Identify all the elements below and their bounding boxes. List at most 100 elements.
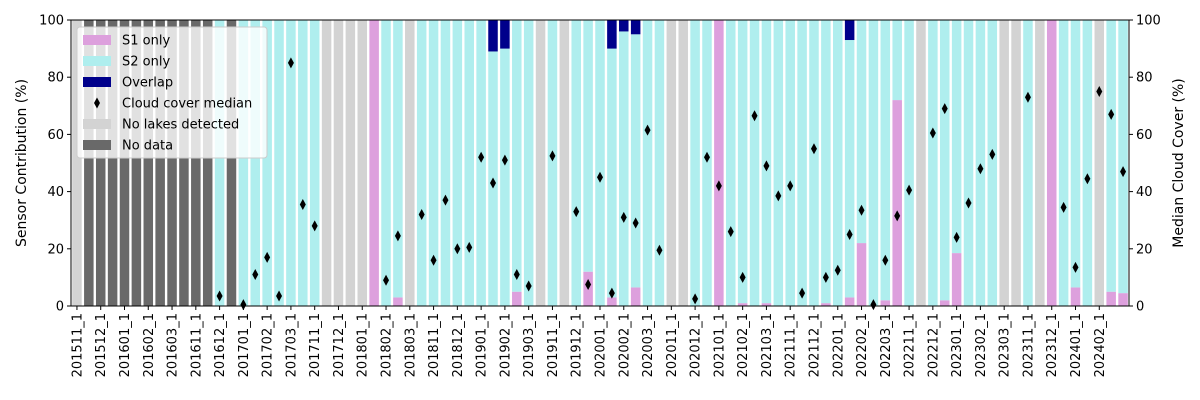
bar-s2 — [1118, 20, 1128, 294]
bar-s2 — [821, 20, 831, 304]
right-y-axis-label: Median Cloud Cover (%) — [1171, 78, 1187, 247]
x-tick-label: 202212_1 — [926, 313, 941, 377]
cloud-marker — [882, 254, 889, 266]
bar-no-lakes — [559, 20, 570, 306]
bar-s2 — [975, 20, 986, 306]
bar-overlap — [500, 20, 510, 49]
cloud-marker — [442, 194, 449, 206]
bar-no-data — [107, 20, 118, 306]
legend-swatch-nodata — [83, 140, 111, 150]
bar-s2 — [238, 20, 249, 306]
left-y-ticks: 0 20 40 60 80 100 — [39, 14, 71, 315]
cloud-marker — [715, 180, 722, 192]
legend-swatch-s1 — [83, 35, 111, 45]
cloud-marker — [549, 150, 556, 162]
bar-s2 — [547, 20, 558, 306]
legend-label-nolakes: No lakes detected — [122, 118, 239, 133]
bar-s1 — [1046, 20, 1057, 306]
bar-no-lakes — [333, 20, 344, 306]
cloud-marker — [1060, 201, 1067, 213]
x-tick-label: 202003_1 — [641, 313, 656, 377]
bar-overlap — [844, 20, 855, 41]
bar-s2 — [939, 20, 950, 301]
x-tick-label: 202202_1 — [855, 313, 870, 377]
left-y-tick-label: 40 — [47, 185, 64, 200]
cloud-marker — [965, 197, 972, 209]
cloud-marker — [644, 124, 651, 136]
x-tick-label: 202211_1 — [903, 313, 918, 377]
bar-s2 — [1082, 20, 1093, 306]
bar-s2 — [500, 48, 510, 306]
cloud-marker — [727, 226, 734, 238]
cloud-marker — [525, 280, 532, 292]
bar-no-lakes — [405, 20, 415, 306]
bar-s2 — [726, 20, 736, 306]
left-y-tick-label: 0 — [56, 300, 64, 315]
x-tick-label: 201812_1 — [451, 313, 466, 377]
bar-no-data — [95, 20, 106, 306]
cloud-marker — [692, 293, 699, 305]
cloud-marker — [941, 103, 948, 115]
bar-s2 — [381, 20, 391, 306]
x-tick-label: 202401_1 — [1069, 313, 1084, 377]
bar-s2 — [262, 20, 272, 306]
bar-s2 — [844, 40, 855, 298]
bar-no-data — [167, 20, 177, 306]
bar-s1 — [1118, 293, 1128, 306]
bar-s1 — [512, 291, 522, 306]
bar-s1 — [369, 20, 379, 306]
bar-no-lakes — [321, 20, 332, 306]
cloud-markers-layer — [216, 57, 1127, 311]
x-tick-label: 201603_1 — [166, 313, 181, 377]
cloud-marker — [846, 229, 853, 240]
bar-no-data — [143, 20, 154, 306]
x-tick-label: 201803_1 — [403, 313, 418, 377]
bar-s2 — [880, 20, 891, 301]
cloud-marker — [418, 208, 425, 220]
cloud-marker — [1024, 91, 1031, 103]
x-tick-label: 202012_1 — [689, 313, 704, 377]
x-tick-label: 201702_1 — [261, 313, 276, 377]
bar-no-lakes — [535, 20, 546, 306]
bar-s2 — [951, 20, 962, 254]
bar-no-lakes — [678, 20, 688, 306]
bar-s2 — [523, 20, 534, 306]
x-tick-label: 202203_1 — [879, 313, 894, 377]
bar-overlap — [619, 20, 629, 32]
bar-s2 — [416, 20, 427, 306]
bar-s1 — [761, 303, 772, 306]
x-tick-label: 202311_1 — [1021, 313, 1036, 377]
bar-s2 — [702, 20, 712, 306]
cloud-marker — [953, 231, 960, 243]
bar-s2 — [452, 20, 463, 306]
bar-s2 — [749, 20, 760, 306]
cloud-marker — [906, 184, 913, 196]
cloud-marker — [1072, 261, 1079, 273]
bar-no-lakes — [1035, 20, 1045, 306]
x-tick-label: 201601_1 — [118, 313, 133, 377]
cloud-marker — [822, 271, 829, 283]
bar-s1 — [892, 100, 902, 306]
right-y-tick-label: 0 — [1136, 300, 1144, 315]
cloud-marker — [311, 220, 318, 232]
bar-no-lakes — [1094, 20, 1105, 306]
bar-s1 — [821, 303, 831, 306]
bar-s2 — [1058, 20, 1069, 306]
bar-s2 — [607, 48, 617, 298]
cloud-marker — [1096, 86, 1103, 97]
right-y-tick-label: 40 — [1136, 185, 1153, 200]
right-y-tick-label: 20 — [1136, 242, 1153, 257]
cloud-marker — [252, 269, 259, 281]
x-tick-label: 201911_1 — [546, 313, 561, 377]
bar-s1 — [1070, 287, 1081, 306]
left-y-tick-label: 20 — [47, 242, 64, 257]
bar-s2 — [987, 20, 998, 306]
bar-s2 — [928, 20, 938, 306]
right-y-ticks: 0 20 40 60 80 100 — [1129, 14, 1161, 315]
bar-s1 — [939, 300, 950, 306]
x-tick-label: 201611_1 — [189, 313, 204, 377]
bar-no-data — [226, 20, 237, 306]
legend-swatch-cloud — [94, 97, 100, 109]
bar-no-data — [155, 20, 165, 306]
